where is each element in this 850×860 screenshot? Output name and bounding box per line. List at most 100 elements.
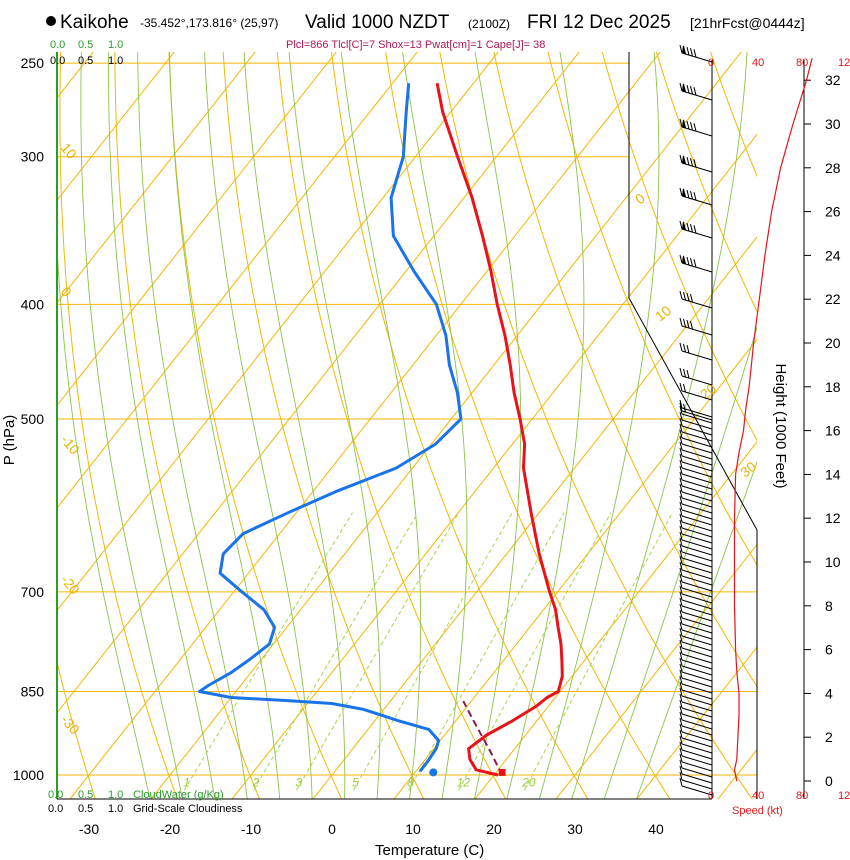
wind-barb-staff: [681, 527, 713, 538]
wind-barb: [679, 405, 713, 424]
wind-barb-feather: [679, 44, 683, 54]
dry-adiabat-line: [655, 52, 757, 313]
wind-barb-feather: [679, 603, 683, 613]
wind-barb-staff: [681, 779, 713, 790]
wind-barb-pennant: [682, 221, 686, 230]
moist-adiabat-line: [243, 52, 346, 799]
wind-barb-staff: [681, 375, 713, 386]
pressure-tick-label: 850: [21, 684, 45, 700]
wind-barb: [679, 651, 713, 670]
wind-barb-feather: [690, 122, 693, 131]
wind-barb-feather: [679, 627, 683, 637]
forecast-info: [21hrFcst@0444z]: [690, 15, 805, 31]
dry-adiabat-line: [547, 52, 757, 566]
wind-barb-feather: [679, 453, 683, 463]
wind-barb: [679, 417, 713, 436]
wind-barb-staff: [681, 410, 713, 421]
dry-adiabat-line: [493, 52, 757, 688]
wind-barb: [679, 639, 713, 658]
wind-barb: [679, 597, 713, 616]
wind-barb: [679, 561, 713, 580]
wind-barb-staff: [681, 653, 713, 664]
height-tick-label: 28: [825, 160, 841, 176]
wind-barb: [679, 543, 713, 562]
wind-barb-feather: [679, 82, 683, 92]
wind-barb-staff: [681, 581, 713, 592]
wind-barb-staff: [681, 126, 713, 137]
isotherm-line: [150, 52, 742, 799]
wind-barb: [679, 573, 713, 592]
indices-text: Plcl=866 Tlcl[C]=7 Shox=13 Pwat[cm]=1 Ca…: [286, 39, 545, 51]
wind-barb-staff: [681, 689, 713, 700]
wind-barb-staff: [681, 485, 713, 496]
wind-barb-feather: [690, 158, 693, 167]
wind-barb-staff: [681, 635, 713, 646]
wind-barb-feather: [679, 609, 683, 619]
wind-barbs: [679, 44, 813, 796]
wind-barb: [679, 663, 713, 682]
wind-barb-feather: [679, 753, 683, 763]
wind-barb: [679, 423, 713, 442]
height-tick-label: 4: [825, 685, 833, 701]
wind-barb-pennant: [682, 255, 686, 264]
wind-barb-feather: [690, 258, 693, 267]
wind-barb: [679, 477, 713, 496]
height-tick-label: 24: [825, 247, 841, 263]
temperature-tick-label: 30: [567, 821, 583, 837]
moist-adiabat-line: [603, 326, 757, 799]
wind-barb: [679, 549, 713, 568]
cloudiness-label: Grid-Scale Cloudiness: [133, 803, 243, 815]
pressure-tick-label: 500: [21, 411, 45, 427]
wind-barb: [679, 254, 713, 273]
wind-barb: [679, 753, 713, 772]
wind-barb-feather: [679, 579, 683, 589]
wind-barb-staff: [681, 298, 713, 309]
wind-barb-feather: [690, 191, 693, 200]
wind-barb-staff: [681, 587, 713, 598]
wind-barb-feather: [679, 537, 683, 547]
isotherm-line: [57, 52, 337, 407]
wind-barb-staff: [681, 575, 713, 586]
wind-barb-feather: [679, 723, 683, 733]
height-tick-label: 32: [825, 72, 841, 88]
wind-barb-feather: [679, 154, 683, 164]
wind-barb-staff: [681, 767, 713, 778]
mixing-ratio-line: [408, 512, 565, 791]
wind-barb-staff: [681, 749, 713, 760]
moist-adiabat-line: [636, 460, 757, 799]
wind-barb-feather: [693, 259, 697, 268]
height-tick-label: 18: [825, 379, 841, 395]
wind-barb: [679, 705, 713, 724]
temperature-trace: [435, 82, 564, 777]
wind-barb: [679, 711, 713, 730]
wind-barb-staff: [681, 503, 713, 514]
wind-barb-feather: [679, 417, 683, 427]
wind-barb-feather: [679, 549, 683, 559]
wind-barb-staff: [681, 641, 713, 652]
height-tick-label: 10: [825, 554, 841, 570]
wind-barb: [679, 118, 713, 137]
wind-barb: [679, 507, 713, 526]
wind-barb-staff: [681, 491, 713, 502]
wind-barb-feather: [690, 294, 693, 303]
speed-tick-top-0: 0: [708, 57, 714, 69]
height-tick-label: 0: [825, 773, 833, 789]
dry-adiabat-line: [385, 52, 671, 799]
isotherm-line: [393, 338, 757, 799]
wind-barb-feather: [686, 46, 690, 56]
wind-barb-staff: [681, 737, 713, 748]
wind-barb-feather: [679, 765, 683, 775]
wind-barb-staff: [681, 539, 713, 550]
wind-barb-feather: [683, 291, 686, 301]
wind-barb-feather: [679, 187, 683, 197]
wind-barb-staff: [681, 551, 713, 562]
wind-barb-feather: [693, 192, 697, 201]
wind-barb: [679, 771, 713, 790]
isotherm-line: [312, 236, 757, 799]
wind-barb-feather: [679, 254, 683, 264]
wind-barb: [679, 519, 713, 538]
height-tick-label: 16: [825, 423, 841, 439]
wind-barb-staff: [681, 599, 713, 610]
wind-barb-staff: [681, 461, 713, 472]
wind-barb-staff: [681, 90, 713, 101]
